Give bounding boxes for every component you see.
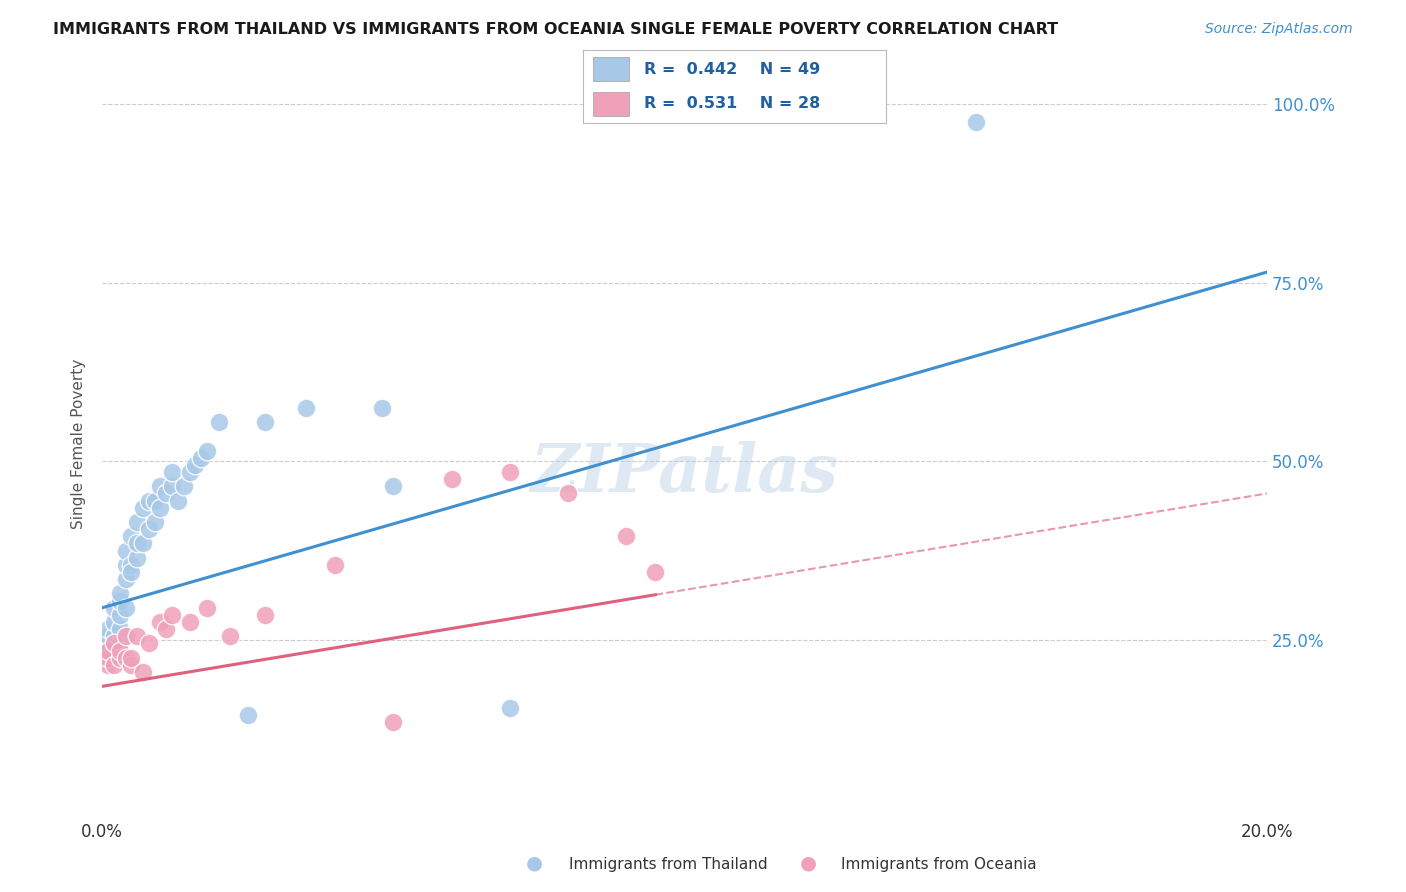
FancyBboxPatch shape — [592, 57, 628, 81]
Point — [149, 615, 172, 629]
Text: R =  0.442    N = 49: R = 0.442 N = 49 — [644, 62, 820, 77]
Point — [114, 543, 136, 558]
Point — [295, 401, 318, 415]
Text: IMMIGRANTS FROM THAILAND VS IMMIGRANTS FROM OCEANIA SINGLE FEMALE POVERTY CORREL: IMMIGRANTS FROM THAILAND VS IMMIGRANTS F… — [53, 22, 1059, 37]
Point — [108, 593, 131, 607]
Point — [440, 472, 463, 486]
Point — [114, 629, 136, 643]
Point — [114, 650, 136, 665]
Y-axis label: Single Female Poverty: Single Female Poverty — [72, 359, 86, 529]
Text: ZIPatlas: ZIPatlas — [530, 441, 838, 506]
Text: Immigrants from Oceania: Immigrants from Oceania — [841, 857, 1036, 872]
Point — [557, 486, 579, 500]
Point — [108, 650, 131, 665]
Point — [219, 629, 242, 643]
Point — [120, 558, 142, 572]
Point — [114, 600, 136, 615]
Point — [208, 415, 231, 429]
Point — [132, 536, 155, 550]
Point — [108, 607, 131, 622]
Point — [103, 615, 125, 629]
Point — [120, 650, 142, 665]
Point — [97, 643, 120, 657]
FancyBboxPatch shape — [592, 92, 628, 116]
Point — [97, 622, 120, 636]
Point — [155, 486, 177, 500]
Point — [254, 607, 277, 622]
Point — [103, 629, 125, 643]
Point — [114, 558, 136, 572]
Point — [499, 700, 522, 714]
Text: ●: ● — [800, 854, 817, 872]
Point — [97, 657, 120, 672]
Point — [138, 522, 160, 536]
Text: Source: ZipAtlas.com: Source: ZipAtlas.com — [1205, 22, 1353, 37]
Point — [97, 650, 120, 665]
Point — [108, 586, 131, 600]
Point — [138, 636, 160, 650]
Point — [127, 629, 149, 643]
Point — [371, 401, 394, 415]
Point — [323, 558, 346, 572]
Point — [127, 515, 149, 529]
Point — [120, 657, 142, 672]
Point — [97, 650, 120, 665]
Point — [160, 479, 183, 493]
Point — [103, 643, 125, 657]
Point — [127, 536, 149, 550]
Point — [103, 657, 125, 672]
Point — [236, 707, 259, 722]
Point — [195, 443, 218, 458]
Point — [179, 465, 201, 479]
Point — [138, 493, 160, 508]
Point — [167, 493, 190, 508]
Point — [160, 607, 183, 622]
Point — [644, 565, 666, 579]
Point — [149, 479, 172, 493]
Point — [190, 450, 212, 465]
Point — [160, 465, 183, 479]
Point — [499, 465, 522, 479]
Point — [108, 636, 131, 650]
Point — [132, 665, 155, 679]
Text: Immigrants from Thailand: Immigrants from Thailand — [569, 857, 768, 872]
Point — [132, 500, 155, 515]
Point — [614, 529, 637, 543]
Point — [120, 529, 142, 543]
Point — [965, 115, 987, 129]
Point — [382, 714, 405, 729]
Point — [173, 479, 195, 493]
Point — [114, 572, 136, 586]
Point — [195, 600, 218, 615]
Point — [179, 615, 201, 629]
Point — [108, 643, 131, 657]
Point — [103, 600, 125, 615]
Point — [120, 565, 142, 579]
Point — [97, 629, 120, 643]
Point — [97, 643, 120, 657]
Point — [97, 636, 120, 650]
Point — [143, 515, 166, 529]
Text: ●: ● — [526, 854, 543, 872]
Point — [127, 550, 149, 565]
Point — [254, 415, 277, 429]
Point — [143, 493, 166, 508]
Point — [103, 636, 125, 650]
Point — [155, 622, 177, 636]
Point — [382, 479, 405, 493]
Point — [184, 458, 207, 472]
Point — [108, 622, 131, 636]
Text: R =  0.531    N = 28: R = 0.531 N = 28 — [644, 96, 820, 112]
Point — [149, 500, 172, 515]
